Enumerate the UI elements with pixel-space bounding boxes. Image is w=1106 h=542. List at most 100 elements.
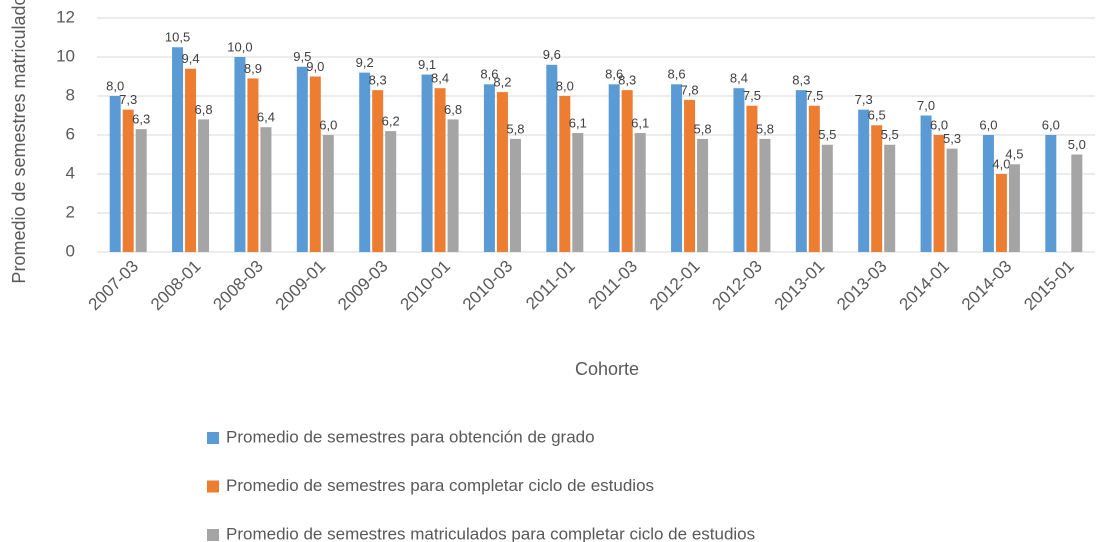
data-label: 8,4 [431,71,449,86]
bar [982,135,994,252]
x-tick-label: 2011-03 [585,257,642,314]
bar [421,74,433,252]
bar [385,131,397,252]
data-label: 7,5 [743,88,761,103]
bar [1071,154,1083,252]
data-label: 6,3 [132,112,150,127]
x-tick-label: 2011-01 [522,257,579,314]
bar [483,84,495,252]
data-label: 9,6 [543,47,561,62]
data-label: 8,0 [556,78,574,93]
data-label: 7,3 [119,92,137,107]
data-label: 8,6 [605,67,623,82]
legend-label: Promedio de semestres para obtención de … [226,427,595,446]
x-tick-label: 2008-01 [147,257,205,315]
data-label: 6,5 [868,108,886,123]
bar [509,138,521,252]
legend-marker [207,480,219,493]
bar [795,90,807,253]
x-tick-label: 2008-03 [209,257,267,315]
bar [372,90,384,253]
data-label: 6,8 [195,102,213,117]
bar [135,129,147,252]
x-tick-label: 2010-01 [397,257,455,315]
x-tick-label: 2013-03 [833,257,891,315]
data-label: 5,8 [756,121,774,136]
y-tick-label: 10 [56,46,75,65]
data-label: 8,3 [792,73,810,88]
bar [995,174,1007,252]
x-tick-label: 2012-01 [646,257,704,315]
legend-marker [207,432,219,444]
bar [309,76,321,252]
data-label: 9,2 [356,55,374,70]
data-label: 6,0 [930,117,948,132]
x-tick-label: 2012-03 [708,257,766,315]
bar [733,88,745,252]
bar [572,133,584,252]
x-tick-label: 2013-01 [771,257,829,315]
data-label: 8,2 [493,75,511,90]
data-label: 6,1 [569,115,587,130]
bar [871,125,883,252]
bar [260,127,272,252]
bar [247,78,259,252]
x-tick-label: 2015-01 [1020,257,1078,315]
data-label: 8,6 [480,67,498,82]
bar [697,138,709,252]
y-tick-label: 2 [66,202,75,221]
data-label: 9,5 [293,49,311,64]
bar [234,57,246,252]
bar [109,96,121,252]
data-label: 5,0 [1068,137,1086,152]
data-label: 5,5 [881,127,899,142]
data-label: 8,3 [369,73,387,88]
bar [684,99,696,253]
data-label: 8,0 [106,78,124,93]
bar [546,64,558,252]
data-label: 9,0 [306,59,324,74]
data-label: 7,0 [917,98,935,113]
legend-marker [207,529,219,541]
bar [621,90,633,253]
bar [1008,164,1020,252]
bar [858,109,870,253]
bar [447,119,459,253]
bar [1045,135,1057,252]
legend-label: Promedio de semestres matriculados para … [226,524,755,542]
data-label: 4,0 [992,156,1010,171]
data-label: 8,9 [244,61,262,76]
data-label: 6,0 [1042,117,1060,132]
bar [198,119,210,253]
data-label: 8,3 [618,73,636,88]
data-label: 6,0 [979,117,997,132]
bar [608,84,620,252]
bar [559,96,571,252]
bar [434,88,446,252]
y-tick-label: 8 [66,85,75,104]
data-label: 7,3 [855,92,873,107]
x-tick-label: 2014-03 [958,257,1016,315]
bar [884,144,896,252]
y-tick-label: 0 [66,241,75,260]
data-label: 5,8 [694,121,712,136]
data-label: 5,5 [818,127,836,142]
data-label: 8,4 [730,71,748,86]
y-tick-label: 4 [66,163,75,182]
bar [359,72,371,252]
bar [122,109,134,253]
bar [759,138,771,252]
data-label: 8,6 [668,67,686,82]
bar [185,68,197,252]
data-label: 9,4 [182,51,200,66]
data-label: 7,8 [681,82,699,97]
x-axis-title: Cohorte [575,359,639,379]
y-axis-title: Promedio de semestres matriculados [9,0,29,284]
bar [296,66,308,252]
data-label: 6,4 [257,110,275,125]
y-tick-label: 12 [56,7,75,26]
y-tick-label: 6 [66,124,75,143]
data-label: 6,2 [382,114,400,129]
data-label: 10,0 [227,39,252,54]
